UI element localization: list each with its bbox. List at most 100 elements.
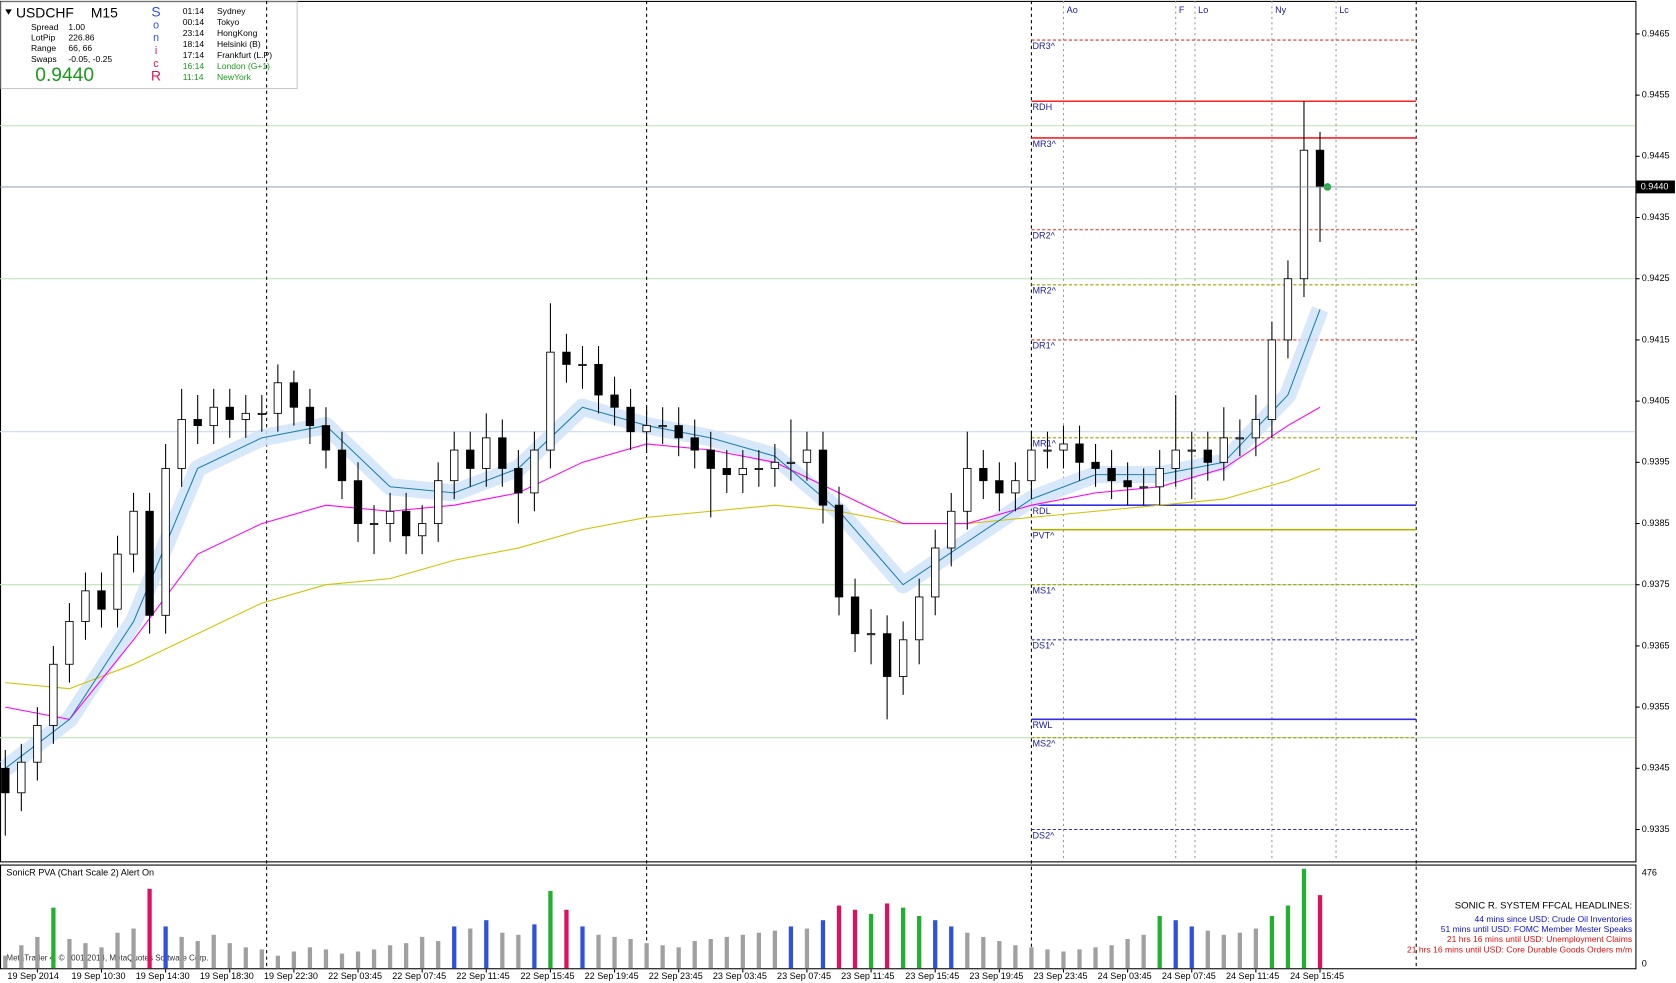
pivot-label: RDH: [1032, 102, 1052, 112]
volume-bar: [884, 903, 890, 969]
clock-city: London (G+1): [217, 61, 270, 71]
candle-body: [898, 639, 908, 677]
volume-bar: [580, 926, 585, 969]
x-tick-label: 23 Sep 15:45: [905, 971, 959, 981]
info-box: [0, 1, 298, 90]
x-tick-label: 19 Sep 22:30: [264, 971, 318, 981]
volume-bar: [19, 945, 24, 969]
candle-body: [385, 510, 395, 524]
candle-body: [915, 596, 924, 641]
candle-body: [674, 425, 683, 439]
candle-body: [1059, 443, 1068, 451]
candle-body: [1171, 449, 1180, 469]
candle-body: [594, 363, 603, 396]
candle-body: [49, 663, 58, 726]
sonic-letter: S: [151, 3, 160, 19]
sonic-letter: c: [153, 58, 159, 70]
volume-bar: [740, 934, 745, 969]
candle-body: [578, 363, 587, 366]
y-tick-label: 0.9375: [1642, 579, 1670, 589]
volume-bar: [1061, 951, 1066, 969]
x-tick-label: 22 Sep 19:45: [585, 971, 639, 981]
volume-bar: [131, 928, 136, 969]
volume-bar: [195, 941, 200, 969]
volume-bar: [387, 945, 393, 969]
volume-bar: [596, 934, 601, 969]
candle-body: [417, 523, 427, 537]
pivot-label: MR2^: [1032, 286, 1056, 296]
candle-body: [1091, 461, 1100, 469]
info-value: 1.00: [68, 22, 85, 32]
candle-body: [610, 394, 619, 408]
current-price-marker: [1636, 180, 1675, 194]
info-value: -0.05, -0.25: [68, 54, 112, 64]
candle-body: [1187, 449, 1196, 452]
volume-bar: [291, 951, 297, 969]
x-tick-label: 22 Sep 15:45: [520, 971, 574, 981]
x-tick-label: 24 Sep 15:45: [1290, 971, 1344, 981]
clock-time: 16:14: [183, 61, 205, 71]
volume-bar: [355, 951, 361, 969]
candle-body: [562, 351, 571, 365]
sonic-letter: o: [153, 19, 159, 31]
clock-city: Helsinki (B): [217, 39, 261, 49]
headline: 21 hrs 16 mins until USD: Unemployment C…: [1447, 934, 1632, 944]
y-tick-label: 0.9465: [1642, 28, 1670, 38]
headline: 44 mins since USD: Crude Oil Inventories: [1474, 914, 1632, 924]
info-key: Range: [31, 43, 56, 53]
x-tick-label: 23 Sep 19:45: [969, 971, 1023, 981]
volume-bar: [1253, 928, 1259, 969]
candle-body: [866, 633, 876, 636]
volume-bar: [564, 909, 569, 969]
candle-body: [337, 449, 347, 482]
y-tick-label: 0.9395: [1642, 457, 1670, 467]
volume-bar: [756, 932, 761, 969]
volume-bar: [933, 920, 938, 969]
candle-body: [1251, 419, 1261, 439]
clock-time: 23:14: [183, 28, 205, 38]
y-tick-label: 0.9385: [1642, 518, 1670, 528]
volume-bar: [804, 928, 810, 969]
volume-bar: [836, 905, 842, 969]
candle-body: [530, 449, 539, 494]
volume-bar: [1141, 934, 1146, 969]
candle-body: [1219, 437, 1228, 463]
volume-bar: [452, 926, 457, 969]
volume-bar: [1221, 934, 1226, 969]
candle-body: [642, 425, 651, 433]
x-tick-label: 19 Sep 18:30: [200, 971, 254, 981]
volume-bar: [468, 928, 473, 969]
candle-body: [706, 449, 715, 469]
volume-bar: [163, 926, 168, 969]
pivot-label: DS1^: [1032, 641, 1055, 651]
pivot-label: DS2^: [1032, 830, 1055, 840]
clock-city: NewYork: [217, 72, 252, 82]
volume-bar: [1205, 930, 1210, 969]
volume-bar: [420, 936, 425, 969]
volume-bar: [259, 949, 264, 969]
volume-bar: [67, 938, 72, 969]
volume-bar: [83, 943, 88, 969]
pivot-label: DR3^: [1032, 41, 1055, 51]
candle-body: [113, 553, 122, 610]
candle-body: [770, 461, 780, 469]
candle-body: [754, 468, 764, 470]
headline: 21 hrs 16 mins until USD: Core Durable G…: [1407, 944, 1632, 954]
volume-bar: [788, 926, 794, 969]
info-key: Swaps: [31, 54, 57, 64]
candle-body: [850, 596, 860, 635]
clock-city: HongKong: [217, 28, 258, 38]
volume-bar: [1077, 949, 1082, 969]
candle-body: [434, 480, 443, 524]
candle-body: [1139, 486, 1148, 489]
session-label: Lo: [1198, 5, 1208, 15]
volume-bar: [997, 941, 1002, 969]
x-tick-label: 22 Sep 23:45: [649, 971, 703, 981]
candle-body: [193, 419, 202, 427]
y-tick-label: 0.9425: [1642, 273, 1670, 283]
clock-city: Sydney: [217, 6, 246, 16]
volume-bar: [484, 920, 489, 969]
volume-bar: [3, 955, 8, 969]
candle-body: [1203, 449, 1212, 463]
volume-bar: [708, 938, 713, 969]
